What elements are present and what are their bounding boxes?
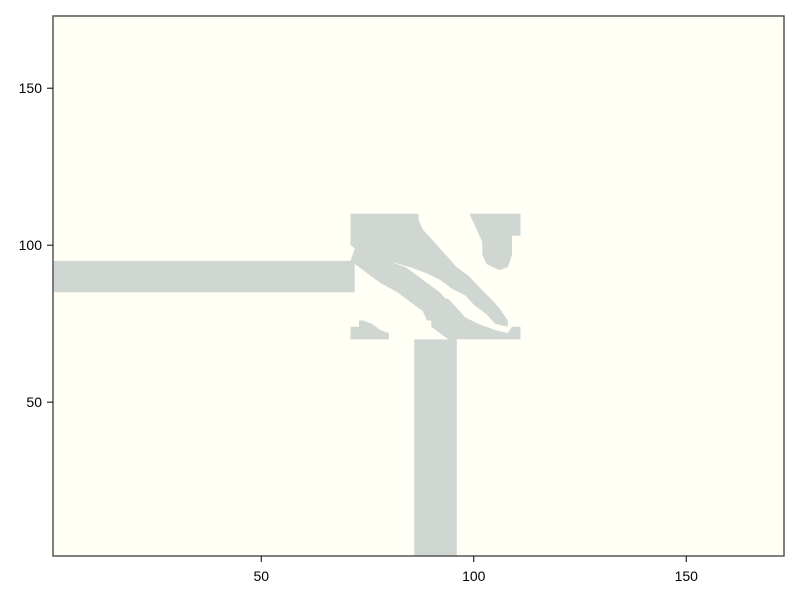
vertical-channel — [414, 339, 457, 556]
horizontal-channel — [53, 260, 355, 293]
y-tick-label-50: 50 — [26, 394, 42, 410]
plot-frame — [52, 15, 785, 557]
upper-left-block — [350, 213, 508, 327]
axes: 50 100 150 50 100 150 — [19, 15, 785, 584]
y-tick-label-150: 150 — [19, 80, 43, 96]
lower-right-block — [431, 298, 521, 340]
lower-left-corner — [350, 320, 389, 340]
x-tick-label-100: 100 — [462, 568, 486, 584]
y-tick-label-100: 100 — [19, 237, 43, 253]
x-tick-label-50: 50 — [253, 568, 269, 584]
upper-right-block — [469, 213, 521, 271]
plot-area — [53, 16, 784, 556]
x-tick-label-150: 150 — [675, 568, 699, 584]
lower-left-block — [350, 248, 449, 321]
